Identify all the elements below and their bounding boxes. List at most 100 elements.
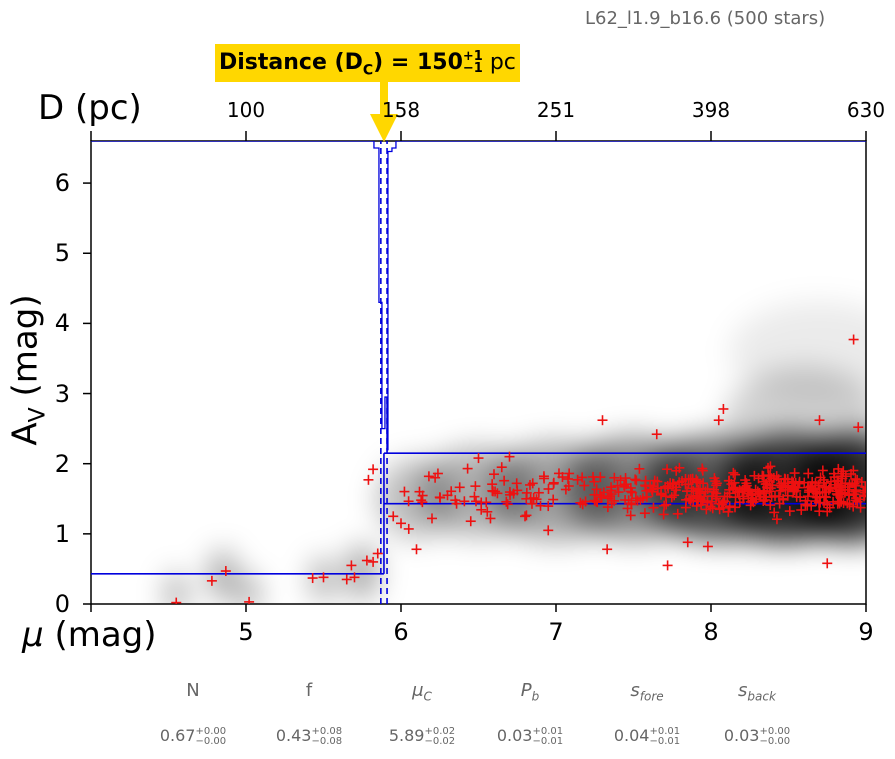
star-marker [707, 503, 718, 514]
star-marker [564, 468, 575, 479]
bottom-axis-symbol: μ [22, 615, 44, 655]
star-marker [852, 496, 863, 507]
star-marker [780, 484, 791, 495]
star-marker [473, 453, 484, 464]
star-marker [784, 506, 795, 517]
star-marker [490, 486, 501, 497]
param-name-s_back: sback [738, 680, 776, 704]
param-name-mu_c: μC [412, 680, 432, 704]
star-marker [849, 478, 860, 489]
density-blob [208, 549, 237, 602]
star-marker [672, 508, 683, 519]
star-marker [658, 509, 669, 520]
y-tick-label: 6 [54, 169, 70, 198]
param-value-mu_c: 5.89+0.02 −0.02 [388, 725, 456, 747]
x2-tick-label: 630 [846, 98, 886, 122]
star-marker [710, 476, 721, 487]
star-marker [471, 496, 482, 507]
star-marker [577, 472, 588, 483]
star-marker [723, 506, 734, 517]
star-marker [651, 429, 662, 440]
star-marker [625, 482, 636, 493]
star-marker [626, 498, 637, 509]
x-tick-label: 6 [393, 618, 409, 646]
x-tick-label: 8 [703, 618, 719, 646]
star-marker [662, 464, 673, 475]
star-marker [454, 482, 465, 493]
star-marker [844, 499, 855, 510]
star-marker [577, 499, 588, 510]
star-marker [814, 415, 825, 426]
star-marker [434, 492, 445, 503]
param-name-N: N [186, 680, 200, 701]
star-marker [417, 490, 428, 501]
star-marker [812, 492, 823, 503]
star-marker [807, 476, 818, 487]
star-marker [403, 523, 414, 534]
star-marker [615, 475, 626, 486]
star-marker [619, 481, 630, 492]
star-marker [652, 483, 663, 494]
star-marker [860, 482, 866, 493]
star-marker [630, 493, 641, 504]
star-marker [681, 494, 692, 505]
star-marker [765, 461, 776, 472]
star-marker [824, 482, 835, 493]
star-marker [648, 502, 659, 513]
star-marker [363, 474, 374, 485]
star-marker [711, 478, 722, 489]
star-marker [244, 596, 255, 604]
star-marker [760, 479, 771, 490]
star-marker [700, 486, 711, 497]
star-marker [858, 491, 866, 502]
star-marker [451, 498, 462, 509]
distance-unit: pc [482, 50, 516, 75]
distance-prefix: Distance (D [219, 50, 363, 75]
y-tick-label: 3 [54, 379, 70, 408]
top-axis-title: D (pc) [38, 88, 142, 128]
star-marker [718, 403, 729, 414]
star-marker [543, 501, 554, 512]
star-marker [849, 489, 860, 500]
star-marker [459, 496, 470, 507]
y-tick-label: 0 [54, 590, 70, 618]
star-marker [403, 496, 414, 507]
star-marker [605, 491, 616, 502]
star-marker [465, 516, 476, 527]
star-marker [462, 463, 473, 474]
star-marker [589, 476, 600, 487]
star-marker [714, 504, 725, 515]
distance-posterior [91, 141, 866, 451]
param-value-s_back: 0.03+0.00 −0.00 [723, 725, 791, 747]
param-value-s_fore: 0.04+0.01 −0.01 [613, 725, 681, 747]
star-marker [595, 490, 606, 501]
y-tick-label: 4 [54, 309, 70, 338]
star-marker [521, 493, 532, 504]
star-marker [848, 465, 859, 476]
star-marker [822, 558, 833, 569]
x-tick-label: 7 [548, 618, 564, 646]
star-marker [856, 476, 866, 487]
star-marker [470, 481, 481, 492]
star-marker [758, 485, 769, 496]
star-marker [622, 503, 633, 514]
star-marker [667, 478, 678, 489]
star-marker [691, 500, 702, 511]
star-marker [789, 468, 800, 479]
star-marker [778, 478, 789, 489]
star-marker [609, 472, 620, 483]
star-marker [683, 479, 694, 490]
star-marker [492, 488, 503, 499]
y-tick-label: 5 [54, 239, 70, 268]
star-marker [499, 475, 510, 486]
star-marker [722, 491, 733, 502]
star-marker [677, 476, 688, 487]
axis-ticks [83, 131, 867, 612]
star-marker [838, 498, 849, 509]
distance-arrow [370, 82, 398, 142]
star-marker [423, 471, 434, 482]
density-blob [729, 301, 866, 402]
star-marker [853, 422, 864, 433]
star-marker [627, 487, 638, 498]
star-marker [612, 480, 623, 491]
